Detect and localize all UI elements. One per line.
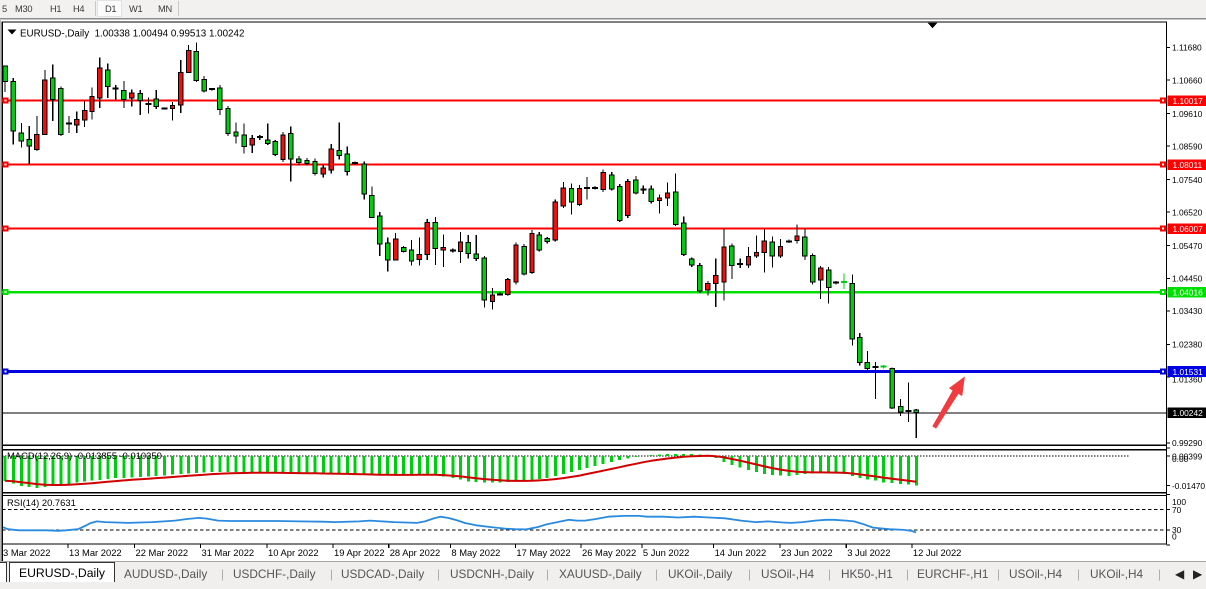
svg-text:1.10660: 1.10660: [1172, 75, 1203, 85]
svg-text:10 Apr 2022: 10 Apr 2022: [268, 547, 319, 558]
svg-text:5 Jun 2022: 5 Jun 2022: [643, 547, 689, 558]
svg-text:22 Mar 2022: 22 Mar 2022: [136, 547, 189, 558]
svg-text:1.02380: 1.02380: [1172, 340, 1203, 350]
svg-text:14 Jun 2022: 14 Jun 2022: [715, 547, 767, 558]
svg-text:1.09610: 1.09610: [1172, 109, 1203, 119]
svg-text:1.04016: 1.04016: [1173, 288, 1204, 298]
svg-text:0.00399: 0.00399: [1172, 452, 1203, 462]
svg-text:0.00: 0.00: [1172, 454, 1189, 464]
svg-text:1.01360: 1.01360: [1172, 375, 1203, 385]
svg-text:1.06520: 1.06520: [1172, 207, 1203, 217]
svg-text:-0.01470: -0.01470: [1172, 481, 1205, 491]
svg-text:1.08590: 1.08590: [1172, 141, 1203, 151]
svg-text:1.05470: 1.05470: [1172, 241, 1203, 251]
svg-text:1.00242: 1.00242: [1173, 408, 1204, 418]
svg-text:12 Jul 2022: 12 Jul 2022: [913, 547, 961, 558]
svg-text:RSI(14) 20.7631: RSI(14) 20.7631: [7, 497, 76, 508]
svg-text:31 Mar 2022: 31 Mar 2022: [202, 547, 255, 558]
svg-text:30: 30: [1172, 525, 1182, 535]
svg-text:1.07540: 1.07540: [1172, 175, 1203, 185]
svg-text:26 May 2022: 26 May 2022: [582, 547, 636, 558]
svg-text:0.99290: 0.99290: [1172, 438, 1203, 448]
svg-text:EURUSD-,Daily 1.00338 1.00494: EURUSD-,Daily 1.00338 1.00494 0.99513 1.…: [20, 29, 244, 40]
svg-text:1.03430: 1.03430: [1172, 306, 1203, 316]
svg-text:0: 0: [1172, 532, 1177, 542]
svg-text:1.11680: 1.11680: [1172, 43, 1202, 53]
svg-text:1.04450: 1.04450: [1172, 274, 1203, 284]
svg-text:13 Mar 2022: 13 Mar 2022: [69, 547, 122, 558]
svg-text:23 Jun 2022: 23 Jun 2022: [781, 547, 833, 558]
svg-text:3 Jul 2022: 3 Jul 2022: [847, 547, 890, 558]
svg-text:1.06007: 1.06007: [1173, 224, 1204, 234]
svg-text:3 Mar 2022: 3 Mar 2022: [3, 547, 50, 558]
svg-text:1.08011: 1.08011: [1173, 160, 1203, 170]
svg-text:MACD(12,26,9) -0.013855 -0.010: MACD(12,26,9) -0.013855 -0.010350: [7, 450, 162, 461]
svg-text:1.01531: 1.01531: [1173, 367, 1204, 377]
svg-text:28 Apr 2022: 28 Apr 2022: [390, 547, 441, 558]
svg-text:17 May 2022: 17 May 2022: [516, 547, 570, 558]
svg-text:100: 100: [1172, 497, 1186, 507]
svg-text:8 May 2022: 8 May 2022: [451, 547, 500, 558]
svg-text:70: 70: [1172, 505, 1182, 515]
svg-text:19 Apr 2022: 19 Apr 2022: [334, 547, 385, 558]
svg-text:1.10017: 1.10017: [1173, 96, 1204, 106]
